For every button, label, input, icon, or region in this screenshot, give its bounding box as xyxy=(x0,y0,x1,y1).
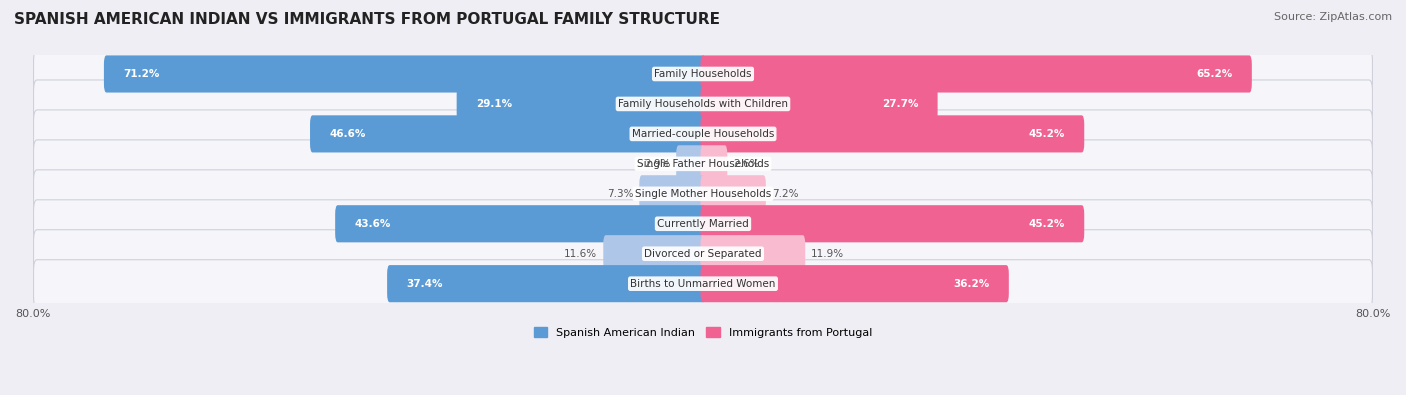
FancyBboxPatch shape xyxy=(700,85,938,122)
FancyBboxPatch shape xyxy=(311,115,706,152)
Text: 7.2%: 7.2% xyxy=(772,189,799,199)
FancyBboxPatch shape xyxy=(34,80,1372,128)
Legend: Spanish American Indian, Immigrants from Portugal: Spanish American Indian, Immigrants from… xyxy=(530,323,876,342)
FancyBboxPatch shape xyxy=(700,145,727,182)
FancyBboxPatch shape xyxy=(34,260,1372,308)
Text: 65.2%: 65.2% xyxy=(1197,69,1233,79)
Text: Single Father Households: Single Father Households xyxy=(637,159,769,169)
Text: Family Households: Family Households xyxy=(654,69,752,79)
Text: 2.6%: 2.6% xyxy=(733,159,759,169)
FancyBboxPatch shape xyxy=(34,200,1372,248)
Text: 71.2%: 71.2% xyxy=(124,69,159,79)
FancyBboxPatch shape xyxy=(335,205,706,243)
FancyBboxPatch shape xyxy=(700,205,1084,243)
FancyBboxPatch shape xyxy=(676,145,706,182)
FancyBboxPatch shape xyxy=(700,235,806,272)
FancyBboxPatch shape xyxy=(457,85,706,122)
FancyBboxPatch shape xyxy=(34,110,1372,158)
FancyBboxPatch shape xyxy=(104,55,706,92)
Text: 2.9%: 2.9% xyxy=(644,159,671,169)
FancyBboxPatch shape xyxy=(34,50,1372,98)
Text: Married-couple Households: Married-couple Households xyxy=(631,129,775,139)
Text: 11.6%: 11.6% xyxy=(564,249,598,259)
FancyBboxPatch shape xyxy=(700,55,1251,92)
Text: SPANISH AMERICAN INDIAN VS IMMIGRANTS FROM PORTUGAL FAMILY STRUCTURE: SPANISH AMERICAN INDIAN VS IMMIGRANTS FR… xyxy=(14,12,720,27)
Text: Family Households with Children: Family Households with Children xyxy=(619,99,787,109)
FancyBboxPatch shape xyxy=(34,170,1372,218)
Text: 27.7%: 27.7% xyxy=(882,99,918,109)
Text: Births to Unmarried Women: Births to Unmarried Women xyxy=(630,279,776,289)
Text: Currently Married: Currently Married xyxy=(657,219,749,229)
FancyBboxPatch shape xyxy=(34,140,1372,188)
FancyBboxPatch shape xyxy=(700,115,1084,152)
FancyBboxPatch shape xyxy=(387,265,706,302)
FancyBboxPatch shape xyxy=(700,175,766,213)
Text: 46.6%: 46.6% xyxy=(329,129,366,139)
FancyBboxPatch shape xyxy=(34,230,1372,278)
Text: Single Mother Households: Single Mother Households xyxy=(636,189,770,199)
Text: 7.3%: 7.3% xyxy=(607,189,634,199)
Text: Source: ZipAtlas.com: Source: ZipAtlas.com xyxy=(1274,12,1392,22)
Text: 45.2%: 45.2% xyxy=(1029,129,1064,139)
Text: 43.6%: 43.6% xyxy=(354,219,391,229)
FancyBboxPatch shape xyxy=(700,265,1010,302)
Text: Divorced or Separated: Divorced or Separated xyxy=(644,249,762,259)
Text: 36.2%: 36.2% xyxy=(953,279,990,289)
FancyBboxPatch shape xyxy=(603,235,706,272)
Text: 11.9%: 11.9% xyxy=(811,249,844,259)
FancyBboxPatch shape xyxy=(640,175,706,213)
Text: 45.2%: 45.2% xyxy=(1029,219,1064,229)
Text: 37.4%: 37.4% xyxy=(406,279,443,289)
Text: 29.1%: 29.1% xyxy=(477,99,512,109)
